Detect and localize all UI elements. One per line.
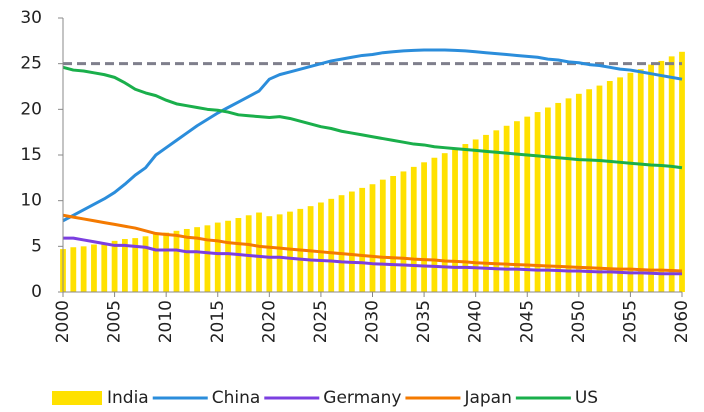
- bar: [658, 60, 665, 292]
- bar: [524, 116, 531, 292]
- bar: [379, 179, 386, 292]
- bar: [431, 157, 438, 292]
- bar: [225, 220, 231, 292]
- bar: [152, 234, 159, 292]
- line: [63, 236, 682, 276]
- bar: [400, 171, 407, 292]
- bar: [637, 69, 644, 292]
- x-tick-label: 2030: [363, 300, 383, 343]
- legend-label: Germany: [323, 388, 401, 408]
- bar: [359, 187, 366, 292]
- y-tick-label: 15: [20, 145, 42, 165]
- bar: [555, 102, 562, 292]
- bar: [256, 212, 262, 292]
- bar: [276, 214, 283, 292]
- x-tick-label: 2060: [672, 300, 692, 343]
- bar: [503, 125, 510, 292]
- bar: [111, 240, 118, 292]
- bar: [648, 64, 654, 292]
- bar: [606, 81, 613, 293]
- x-tick-label: 2010: [156, 300, 176, 343]
- bar: [338, 195, 345, 292]
- bar: [493, 130, 500, 292]
- bar: [101, 242, 108, 292]
- bar: [544, 107, 551, 292]
- x-tick-label: 2040: [466, 300, 486, 343]
- line: [62, 48, 683, 223]
- x-tick-label: 2035: [414, 300, 434, 343]
- bar: [410, 166, 417, 292]
- x-tick-label: 2050: [569, 300, 589, 343]
- bar: [575, 93, 582, 292]
- bar: [514, 121, 520, 292]
- legend-label: India: [107, 388, 149, 408]
- x-tick-label: 2055: [620, 300, 640, 343]
- line: [62, 213, 683, 273]
- bar: [452, 148, 458, 292]
- bar: [586, 89, 593, 293]
- legend-label: US: [575, 388, 598, 408]
- bar: [441, 153, 448, 292]
- x-tick-label: 2005: [105, 300, 125, 343]
- bar: [472, 139, 479, 292]
- bar: [617, 77, 623, 292]
- bar: [328, 198, 335, 292]
- y-tick-label: 20: [20, 99, 42, 119]
- bar: [421, 162, 427, 292]
- bar: [266, 216, 273, 292]
- bar: [142, 236, 149, 292]
- bar: [80, 246, 87, 292]
- x-tick-label: 2000: [53, 300, 73, 343]
- bar: [214, 222, 221, 292]
- bar: [183, 228, 190, 292]
- bar: [245, 215, 252, 292]
- bar: [318, 202, 324, 292]
- legend-label: Japan: [463, 388, 511, 408]
- x-tick-label: 2015: [208, 300, 228, 343]
- bar: [462, 144, 469, 292]
- legend-swatch: [52, 391, 102, 405]
- bar: [287, 211, 293, 292]
- bar: [596, 85, 603, 292]
- legend-label: China: [212, 388, 261, 408]
- bar: [534, 112, 541, 292]
- bar: [204, 225, 211, 292]
- bar: [679, 51, 685, 292]
- line: [62, 65, 683, 170]
- bar: [565, 98, 572, 292]
- bar: [173, 230, 180, 292]
- y-tick-label: 5: [31, 236, 42, 256]
- y-tick-label: 0: [31, 282, 42, 302]
- y-tick-label: 25: [20, 54, 42, 74]
- x-tick-label: 2025: [311, 300, 331, 343]
- y-tick-label: 10: [20, 191, 42, 211]
- bar: [70, 247, 77, 292]
- bar: [307, 206, 314, 292]
- bar: [668, 56, 675, 292]
- bar: [390, 176, 397, 292]
- bar: [122, 239, 128, 292]
- bar: [91, 244, 97, 292]
- y-tick-label: 30: [20, 8, 42, 28]
- bar: [132, 238, 139, 292]
- bar: [163, 232, 170, 292]
- x-tick-label: 2020: [259, 300, 279, 343]
- bar: [194, 227, 201, 292]
- x-tick-label: 2045: [517, 300, 537, 343]
- bar: [348, 191, 355, 292]
- bar: [627, 72, 634, 292]
- bar: [483, 134, 489, 292]
- bar: [369, 184, 376, 292]
